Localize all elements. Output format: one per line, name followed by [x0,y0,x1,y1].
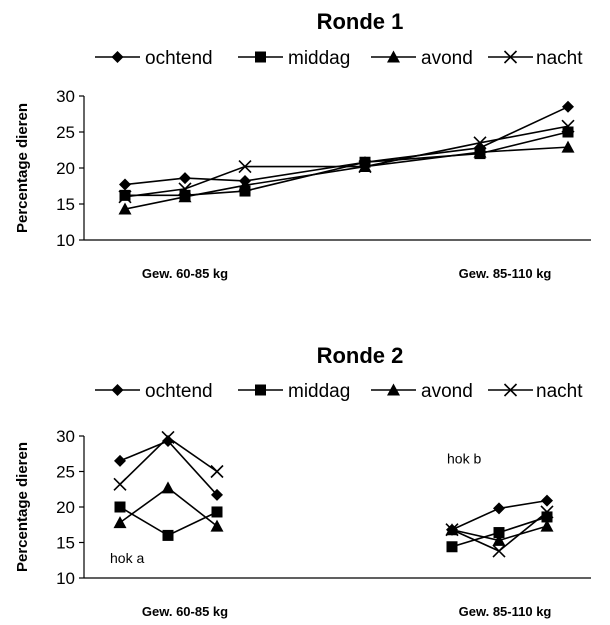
data-point [210,519,224,532]
data-point [540,519,554,532]
data-point [114,454,126,467]
series-nacht [118,119,575,204]
data-point [561,140,575,153]
series-ochtend [119,100,574,191]
series-line [119,486,218,527]
y-tick-label: 25 [56,463,75,482]
y-tick-label: 15 [56,534,75,553]
y-tick-label: 10 [56,569,75,588]
y-tick-label: 30 [56,87,75,106]
series-middag [114,501,553,553]
data-point [178,190,192,203]
y-tick-label: 10 [56,231,75,250]
data-point [118,202,132,215]
legend-label: middag [288,48,350,69]
data-point [113,477,127,491]
legend-item-middag: middag [238,381,350,402]
legend-item-middag: middag [238,48,350,69]
legend-marker-diamond [111,384,124,396]
data-point [119,178,131,191]
data-point [446,541,458,553]
data-point [211,506,223,518]
data-point [492,544,506,558]
y-tick-label: 20 [56,498,75,517]
legend-marker-triangle [387,50,400,63]
chart-title: Ronde 1 [317,9,404,34]
legend-label: nacht [536,48,583,69]
legend-item-ochtend: ochtend [95,48,213,69]
annotation: hok a [110,550,144,566]
data-point [445,523,459,537]
y-tick-label: 25 [56,123,75,142]
data-point [561,119,575,133]
chart-ronde-1: Ronde 1 ochtend middag avond nacht 10 15 20 25 30… [14,9,591,281]
legend-marker-diamond [111,51,124,63]
legend-marker-square [255,51,266,63]
legend-label: ochtend [145,48,213,69]
series-line [124,106,569,186]
data-point [562,126,574,138]
data-point [239,185,251,197]
data-point [541,494,553,507]
data-point [162,434,174,447]
legend-item-ochtend: ochtend [95,381,213,402]
data-point [473,136,487,150]
data-point [119,189,131,201]
data-point [562,100,574,113]
series-line [124,125,569,198]
y-axis-label: Percentage dieren [14,442,31,572]
data-point [493,527,505,539]
data-point [178,182,192,196]
data-point [114,501,126,513]
data-point [358,159,372,174]
legend-item-avond: avond [371,381,473,402]
legend-marker-x [503,50,518,64]
data-point [179,172,191,185]
legend-label: nacht [536,381,583,402]
data-point [118,190,132,204]
data-point [210,464,224,479]
data-point [493,502,505,515]
y-tick-label: 30 [56,427,75,446]
y-tick-label: 15 [56,195,75,214]
annotation: hok b [447,451,481,467]
x-category-label: Gew. 60-85 kg [142,266,228,281]
data-point [492,533,506,546]
chart-title: Ronde 2 [317,343,404,368]
x-category-label: Gew. 85-110 kg [459,266,552,281]
legend-item-nacht: nacht [488,48,583,69]
data-point [161,481,175,494]
y-tick-label: 20 [56,159,75,178]
data-point [113,516,127,529]
legend-label: ochtend [145,381,213,402]
legend-label: middag [288,381,350,402]
data-point [238,178,252,191]
legend: ochtend middag avond nacht [95,381,583,402]
legend-marker-x [503,383,518,397]
legend-marker-triangle [387,383,400,396]
data-point [162,529,174,541]
legend-label: avond [421,48,473,69]
legend-marker-square [255,384,266,396]
data-point [238,159,252,174]
series-line [124,146,569,210]
x-category-label: Gew. 60-85 kg [142,604,228,619]
data-point [473,145,487,158]
data-point [540,505,554,519]
x-category-label: Gew. 85-110 kg [459,604,552,619]
y-axis-label: Percentage dieren [14,103,31,233]
chart-ronde-2: Ronde 2 ochtend middag avond nacht 10 15 20 25 30… [14,343,591,619]
legend: ochtend middag avond nacht [95,48,583,69]
data-point [161,430,175,444]
data-point [211,488,223,501]
series-nacht [113,430,554,558]
data-point [541,511,553,523]
series-ochtend [114,434,553,536]
legend-label: avond [421,381,473,402]
legend-item-avond: avond [371,48,473,69]
legend-item-nacht: nacht [488,381,583,402]
